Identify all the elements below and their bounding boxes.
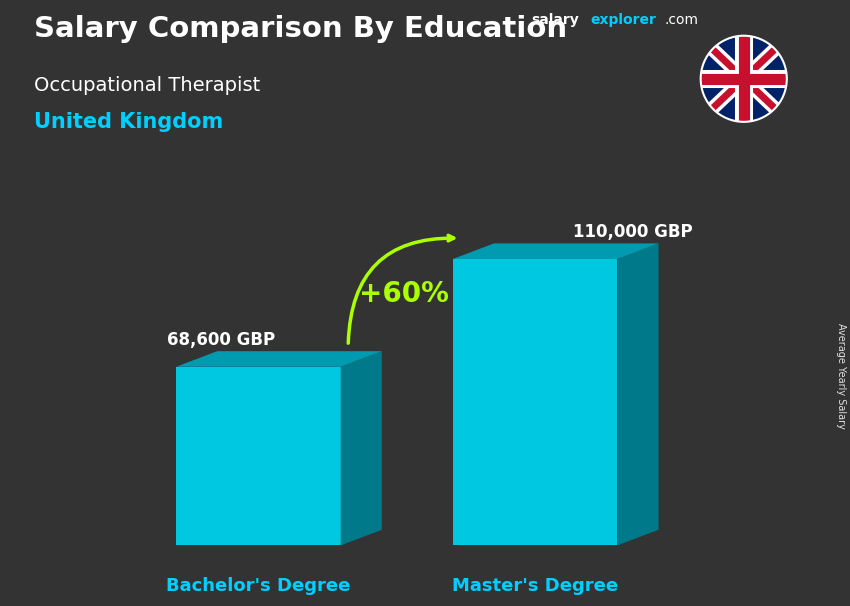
Polygon shape [453, 244, 659, 259]
Text: 68,600 GBP: 68,600 GBP [167, 330, 275, 348]
Text: 110,000 GBP: 110,000 GBP [573, 223, 692, 241]
Circle shape [700, 36, 787, 122]
Text: salary: salary [531, 13, 579, 27]
Polygon shape [176, 367, 341, 545]
Text: Occupational Therapist: Occupational Therapist [34, 76, 260, 95]
Polygon shape [617, 244, 659, 545]
Text: .com: .com [665, 13, 699, 27]
Text: Salary Comparison By Education: Salary Comparison By Education [34, 15, 567, 43]
Text: Average Yearly Salary: Average Yearly Salary [836, 323, 846, 428]
Polygon shape [341, 351, 382, 545]
Text: +60%: +60% [360, 280, 449, 308]
Text: Master's Degree: Master's Degree [452, 577, 618, 594]
Text: Bachelor's Degree: Bachelor's Degree [167, 577, 350, 594]
Polygon shape [453, 259, 617, 545]
Polygon shape [176, 351, 382, 367]
Text: United Kingdom: United Kingdom [34, 112, 224, 132]
Text: explorer: explorer [591, 13, 656, 27]
